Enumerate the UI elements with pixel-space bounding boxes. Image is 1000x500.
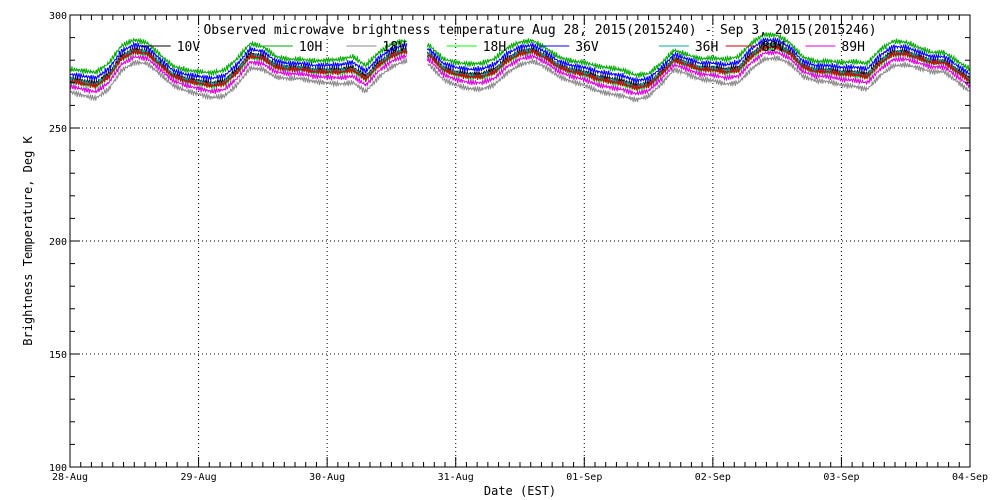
tick-layer: 28-Aug 29-Aug 30-Aug 31-Aug 01-Sep 02-Sep 03-S…: [49, 11, 988, 483]
legend-label-10v: 10V: [177, 40, 201, 55]
legend-label-10h: 10H: [299, 40, 322, 55]
legend-label-89h: 89H: [841, 40, 864, 55]
x-tick-label: 03-Sep: [823, 472, 859, 483]
series-line-10h: [426, 31, 971, 78]
x-tick-label: 01-Sep: [566, 472, 602, 483]
chart-title: Observed microwave brightness temperatur…: [203, 23, 876, 38]
legend-label-18v: 18V: [382, 40, 406, 55]
series-line-18v: [69, 58, 408, 102]
y-tick-label: 100: [49, 463, 67, 474]
legend-layer: 10V 10H 18V 18H 36V 36H 89V 89H: [140, 40, 865, 55]
x-tick-label: 30-Aug: [309, 472, 345, 483]
x-tick-label: 02-Sep: [695, 472, 731, 483]
series-line-18v: [427, 54, 971, 103]
series-line-89h: [69, 53, 408, 95]
y-tick-label: 150: [49, 350, 67, 361]
series-line-36v: [426, 36, 971, 85]
x-tick-label: 29-Aug: [181, 472, 217, 483]
x-tick-label: 04-Sep: [952, 472, 988, 483]
series-layer: [69, 31, 971, 103]
legend-label-36v: 36V: [575, 40, 599, 55]
grid-layer: [70, 15, 970, 467]
y-tick-label: 300: [49, 11, 67, 22]
x-tick-label: 28-Aug: [52, 472, 88, 483]
legend-label-18h: 18H: [483, 40, 506, 55]
x-tick-label: 31-Aug: [438, 472, 474, 483]
y-axis-title: Brightness Temperature, Deg K: [21, 135, 35, 345]
series-line-89v: [426, 43, 971, 92]
legend-label-36h: 36H: [695, 40, 718, 55]
legend-label-89v: 89V: [762, 40, 786, 55]
x-axis-title: Date (EST): [484, 484, 556, 498]
series-line-36v: [69, 40, 408, 82]
y-tick-label: 250: [49, 124, 67, 135]
series-line-89h: [426, 49, 971, 96]
series-line-10h: [69, 37, 408, 77]
y-tick-label: 200: [49, 237, 67, 248]
series-line-89v: [69, 48, 408, 89]
